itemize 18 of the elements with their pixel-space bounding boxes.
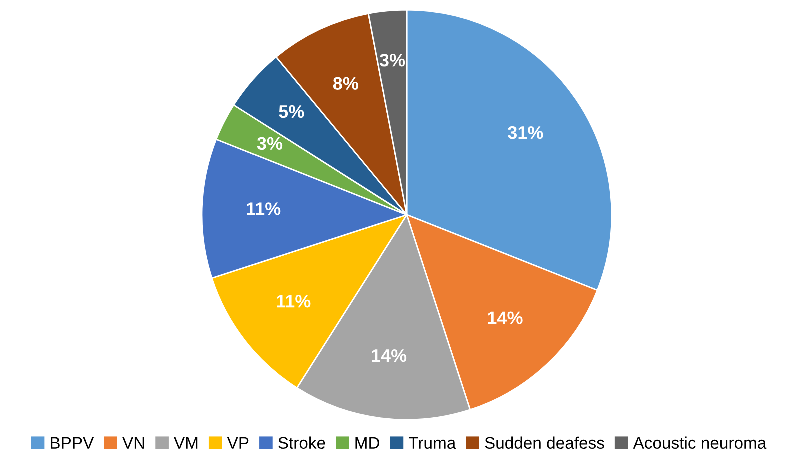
legend-label: VP — [227, 437, 249, 449]
legend-label: Stroke — [278, 436, 326, 450]
legend-label: BPPV — [51, 437, 94, 449]
data-label: 14% — [372, 349, 407, 362]
data-label: 5% — [279, 105, 304, 118]
data-label: 14% — [488, 312, 523, 324]
data-label: 8% — [333, 77, 358, 90]
legend-label: VM — [174, 437, 198, 449]
legend-label: VN — [122, 437, 144, 449]
legend-label: MD — [356, 437, 380, 449]
data-label: 3% — [257, 137, 283, 150]
data-label: 11% — [277, 295, 311, 308]
data-label: 11% — [247, 202, 281, 216]
legend-label: Truma — [408, 437, 456, 450]
legend-label: Acoustic neuroma — [633, 436, 767, 450]
data-label: 31% — [508, 126, 544, 140]
legend-label: Sudden deafess — [485, 436, 604, 450]
data-label: 3% — [380, 54, 406, 67]
